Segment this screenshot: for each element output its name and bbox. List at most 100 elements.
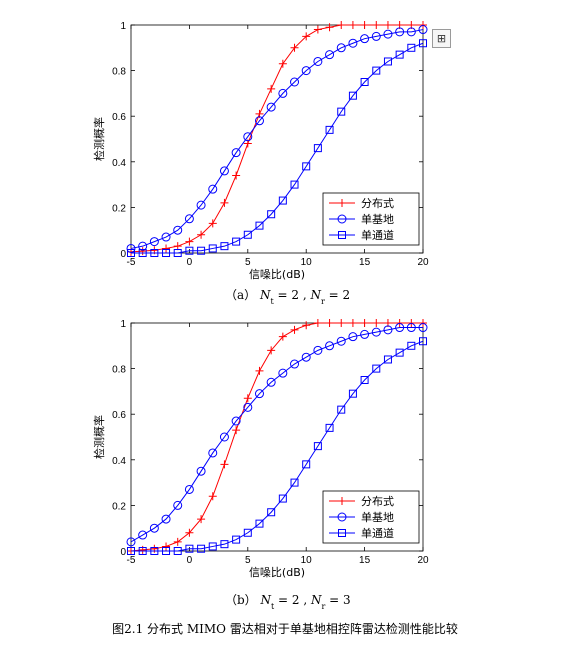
data-point-square — [173, 547, 182, 555]
data-point-circle — [371, 327, 381, 337]
y-tick-label: 0.8 — [112, 365, 126, 376]
data-point-plus — [325, 23, 334, 32]
data-point-square — [407, 341, 416, 350]
data-point-plus — [360, 319, 369, 327]
data-point-circle — [184, 484, 194, 494]
y-tick-label: 1 — [120, 21, 126, 32]
data-point-square — [419, 337, 427, 346]
data-point-circle — [266, 377, 276, 387]
data-point-plus — [243, 394, 252, 403]
x-axis-label: 信噪比(dB) — [249, 566, 305, 579]
legend-marker-plus — [338, 497, 346, 505]
series-line-square — [131, 42, 424, 254]
legend-marker-square — [338, 231, 346, 239]
data-point-circle — [219, 432, 229, 442]
data-point-plus — [337, 21, 346, 29]
data-point-square — [360, 78, 369, 86]
data-point-square — [185, 246, 194, 255]
data-point-circle — [336, 43, 346, 53]
data-point-circle — [126, 243, 136, 253]
rotate-plot-icon[interactable]: ⊞ — [432, 29, 451, 48]
x-tick-label: 15 — [359, 555, 371, 566]
data-point-plus — [372, 319, 381, 327]
data-point-circle — [360, 34, 370, 44]
y-tick-label: 0.8 — [112, 67, 126, 78]
data-point-plus — [360, 21, 369, 29]
data-point-square — [372, 364, 381, 373]
data-point-plus — [395, 319, 404, 327]
x-tick-label: 20 — [417, 555, 429, 566]
data-point-circle — [290, 77, 300, 87]
data-point-circle — [301, 352, 311, 362]
chart-b: -5 0 5 10 15 2000.20.40.60.81信噪比(dB)检测概率分布式单基… — [92, 319, 429, 611]
data-point-plus — [197, 230, 206, 239]
data-point-plus — [290, 325, 299, 334]
data-point-square — [360, 376, 369, 384]
data-point-circle — [196, 200, 206, 210]
x-axis-label: 信噪比(dB) — [249, 268, 305, 281]
data-point-circle — [161, 232, 171, 242]
data-point-square — [255, 519, 264, 528]
data-point-square — [208, 542, 217, 551]
y-tick-label: 0.2 — [112, 501, 126, 512]
data-point-plus — [267, 84, 276, 93]
data-point-circle — [254, 116, 264, 126]
data-point-plus — [348, 21, 357, 29]
data-point-square — [185, 544, 194, 553]
data-point-square — [208, 244, 217, 253]
data-point-plus — [173, 242, 182, 251]
data-point-circle — [301, 66, 311, 76]
data-point-square — [278, 196, 287, 205]
subfigure-caption: （a） Nt = 2 , Nr = 2 — [225, 288, 350, 306]
data-point-circle — [348, 38, 358, 48]
y-axis-label: 检测概率 — [92, 117, 106, 161]
data-point-circle — [254, 389, 264, 399]
data-point-plus — [255, 366, 264, 375]
data-point-square — [348, 91, 357, 100]
x-tick-label: 10 — [301, 257, 313, 268]
data-point-square — [267, 508, 276, 517]
data-point-circle — [336, 336, 346, 346]
data-point-square — [255, 221, 264, 230]
data-point-circle — [173, 225, 183, 235]
y-tick-label: 0.6 — [112, 410, 126, 421]
data-point-square — [150, 249, 159, 257]
data-point-circle — [243, 132, 253, 142]
y-tick-label: 0.2 — [112, 203, 126, 214]
data-point-circle — [243, 402, 253, 412]
data-point-circle — [348, 332, 358, 342]
x-tick-label: 0 — [187, 257, 193, 268]
data-point-plus — [220, 198, 229, 207]
data-point-plus — [208, 219, 217, 228]
data-point-circle — [395, 27, 405, 37]
data-point-plus — [162, 542, 171, 551]
data-point-square — [302, 460, 311, 469]
data-point-square — [407, 43, 416, 52]
data-point-circle — [395, 323, 405, 333]
data-point-plus — [313, 319, 322, 327]
data-point-circle — [219, 166, 229, 176]
data-point-circle — [360, 329, 370, 339]
data-point-circle — [406, 27, 416, 37]
legend-label: 单通道 — [361, 526, 394, 540]
legend-label: 单通道 — [361, 228, 394, 242]
y-tick-label: 0.6 — [112, 112, 126, 123]
data-point-square — [325, 423, 334, 432]
data-point-circle — [173, 500, 183, 510]
series-line-circle — [130, 327, 423, 543]
data-point-circle — [313, 56, 323, 66]
data-point-plus — [232, 426, 241, 435]
data-point-circle — [231, 148, 241, 158]
data-point-plus — [372, 21, 381, 29]
data-point-circle — [313, 345, 323, 355]
series-line-circle — [130, 29, 424, 249]
data-point-plus — [313, 25, 322, 34]
data-point-plus — [419, 21, 427, 29]
data-point-square — [395, 50, 404, 59]
data-point-plus — [232, 171, 241, 180]
x-tick-label: 10 — [301, 555, 313, 566]
data-point-plus — [185, 528, 194, 537]
data-point-square — [220, 242, 229, 251]
data-point-square — [232, 535, 241, 544]
